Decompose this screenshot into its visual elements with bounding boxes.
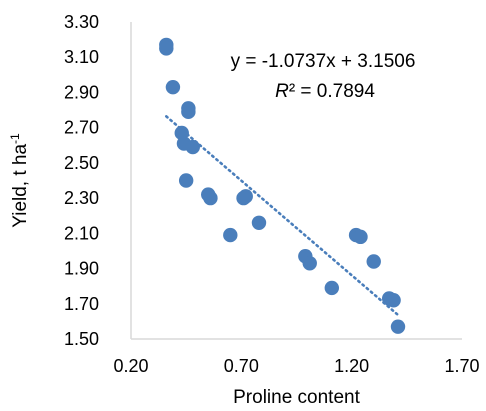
y-axis-title-main: Yield, t ha [10,144,31,228]
trendline-equation: y = -1.0737x + 3.1506 [231,51,416,72]
y-tick-labels: 1.50 1.70 1.90 2.10 2.30 2.50 2.70 2.90 3.10 3.30 [64,12,99,349]
y-tick-label: 3.10 [64,47,99,67]
x-axis-title: Proline content [233,387,360,408]
data-point [181,104,196,120]
data-point [324,280,340,296]
r-squared-label: R² = 0.7894 [275,81,375,102]
y-axis-title-superscript: -1 [8,133,22,144]
data-point [165,79,181,95]
data-point [366,254,381,269]
y-tick-label: 1.70 [64,294,99,314]
x-tick-label: 1.70 [444,356,479,376]
data-point [302,256,317,271]
trendline-group [165,115,400,317]
data-point [251,215,267,230]
y-axis-title: Yield, t ha-1 [8,133,31,228]
data-point [178,173,194,188]
y-tick-label: 2.70 [64,118,99,138]
y-tick-label: 1.90 [64,259,99,279]
data-point [390,319,406,334]
y-tick-label: 2.90 [64,82,99,102]
y-tick-label: 2.50 [64,153,99,173]
data-point [223,227,238,243]
y-tick-label: 2.10 [64,223,99,243]
y-tick-label: 3.30 [64,12,99,32]
data-point [353,229,368,245]
y-tick-label: 2.30 [64,188,99,208]
data-point [386,293,401,308]
axes [130,22,462,340]
data-point [185,139,200,155]
x-tick-label: 0.70 [224,356,259,376]
r-squared-symbol: R [275,81,289,102]
trendline [165,115,400,317]
y-tick-label: 1.50 [64,329,99,349]
r-squared-value: ² = 0.7894 [289,81,376,102]
data-point [159,41,174,56]
data-points [159,37,406,334]
x-tick-label: 1.20 [334,356,369,376]
x-tick-labels: 0.20 0.70 1.20 1.70 [113,356,479,376]
data-point [238,189,253,204]
x-tick-label: 0.20 [113,356,148,376]
data-point [203,190,218,206]
